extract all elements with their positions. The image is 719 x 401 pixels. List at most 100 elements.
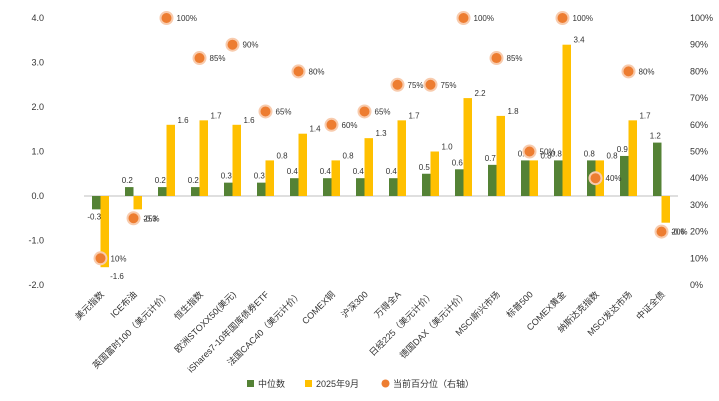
left-tick-label: 2.0 — [31, 102, 44, 112]
left-tick-label: 3.0 — [31, 58, 44, 68]
median-bar — [554, 160, 563, 196]
median-bar — [521, 160, 530, 196]
percentile-label: 90% — [243, 41, 259, 50]
sep-2025-bar — [496, 115, 505, 196]
sep-2025-bar — [364, 138, 373, 196]
sep-2025-bar — [100, 196, 109, 268]
median-bar — [158, 187, 167, 196]
sep-2025-value-label: 0.8 — [276, 151, 288, 160]
sep-2025-bar — [397, 120, 406, 196]
sep-2025-value-label: 1.7 — [639, 111, 651, 120]
category-label: 欧洲STOXX50(美元) — [172, 289, 238, 355]
sep-2025-value-label: 0.8 — [342, 151, 354, 160]
median-bar — [125, 187, 134, 196]
median-bar — [389, 178, 398, 196]
sep-2025-value-label: 0.8 — [540, 151, 552, 160]
percentile-label: 65% — [375, 107, 391, 116]
category-label: 美元指数 — [73, 289, 106, 322]
percentile-label: 85% — [210, 54, 226, 63]
percentile-label: 20% — [672, 228, 688, 237]
sep-2025-bar — [628, 120, 637, 196]
median-value-label: 1.2 — [650, 132, 662, 141]
percentile-point — [324, 117, 339, 132]
sep-2025-value-label: 1.7 — [210, 111, 222, 120]
sep-2025-bar — [166, 124, 175, 196]
sep-2025-value-label: 1.3 — [375, 129, 387, 138]
left-tick-label: -2.0 — [28, 280, 44, 290]
percentile-point — [291, 64, 306, 79]
median-value-label: 0.4 — [353, 167, 365, 176]
sep-2025-bar — [199, 120, 208, 196]
percentile-label: 100% — [177, 14, 197, 23]
sep-2025-value-label: 3.4 — [573, 36, 585, 45]
median-bar — [290, 178, 299, 196]
sep-2025-value-label: 2.2 — [474, 89, 486, 98]
sep-2025-value-label: -0.3 — [143, 214, 157, 223]
median-bar — [356, 178, 365, 196]
right-tick-label: 0% — [690, 280, 703, 290]
left-tick-label: -1.0 — [28, 236, 44, 246]
category-label: 德国DAX（美元计价） — [397, 289, 469, 361]
median-value-label: 0.7 — [485, 154, 497, 163]
percentile-point — [654, 224, 669, 239]
sep-2025-bar — [265, 160, 274, 196]
right-tick-label: 70% — [690, 93, 708, 103]
percentile-label: 75% — [441, 81, 457, 90]
percentile-label: 80% — [639, 67, 655, 76]
right-tick-label: 60% — [690, 120, 708, 130]
legend-swatch-median — [247, 380, 254, 387]
right-tick-label: 40% — [690, 173, 708, 183]
sep-2025-bar — [661, 196, 670, 223]
median-bar — [92, 196, 101, 210]
percentile-label: 100% — [573, 14, 593, 23]
right-tick-label: 90% — [690, 40, 708, 50]
percentile-point — [555, 11, 570, 25]
legend-label-sep-2025: 2025年9月 — [316, 378, 359, 389]
median-bar — [257, 182, 266, 196]
median-bar — [224, 182, 233, 196]
percentile-point — [225, 37, 240, 52]
percentile-label: 75% — [408, 81, 424, 90]
median-value-label: 0.4 — [320, 167, 332, 176]
median-bar — [191, 187, 200, 196]
legend-label-percentile: 当前百分位（右轴） — [393, 378, 474, 389]
median-bar — [653, 142, 662, 196]
left-tick-label: 4.0 — [31, 13, 44, 23]
category-label: 恒生指数 — [172, 289, 205, 322]
category-label: 万得全A — [372, 289, 403, 320]
percentile-point — [588, 171, 603, 186]
percentile-point — [621, 64, 636, 79]
sep-2025-bar — [133, 196, 142, 210]
sep-2025-value-label: 1.0 — [441, 143, 453, 152]
median-value-label: 0.9 — [617, 145, 629, 154]
sep-2025-value-label: -0.6 — [671, 228, 685, 237]
median-bar — [620, 155, 629, 196]
category-label: ICE布油 — [108, 289, 139, 320]
percentile-point — [390, 77, 405, 92]
median-value-label: 0.8 — [584, 149, 596, 158]
sep-2025-value-label: 1.4 — [309, 125, 321, 134]
legend-swatch-sep-2025 — [305, 380, 312, 387]
right-tick-label: 20% — [690, 227, 708, 237]
right-axis: 0% 10% 20% 30% 40% 50% 60% 70% 80% 90% 100% — [690, 13, 713, 290]
percentile-label: 60% — [342, 121, 358, 130]
category-label: 日经225（美元计价） — [367, 289, 436, 358]
median-value-label: 0.2 — [155, 176, 167, 185]
legend-swatch-percentile — [381, 379, 390, 388]
sep-2025-bar — [331, 160, 340, 196]
percentile-point — [456, 11, 471, 25]
median-value-label: 0.4 — [386, 167, 398, 176]
median-bar — [422, 173, 431, 196]
median-value-label: 0.2 — [188, 176, 200, 185]
percentile-point — [357, 104, 372, 119]
percentile-point — [159, 11, 174, 25]
percentile-point — [192, 51, 207, 66]
median-value-label: -0.3 — [87, 212, 101, 221]
percentile-label: 100% — [474, 14, 494, 23]
percentile-label: 10% — [111, 254, 127, 263]
percentile-label: 65% — [276, 107, 292, 116]
sep-2025-value-label: 1.7 — [408, 111, 420, 120]
percentile-label: 25% — [144, 214, 160, 223]
percentile-label: 80% — [309, 67, 325, 76]
